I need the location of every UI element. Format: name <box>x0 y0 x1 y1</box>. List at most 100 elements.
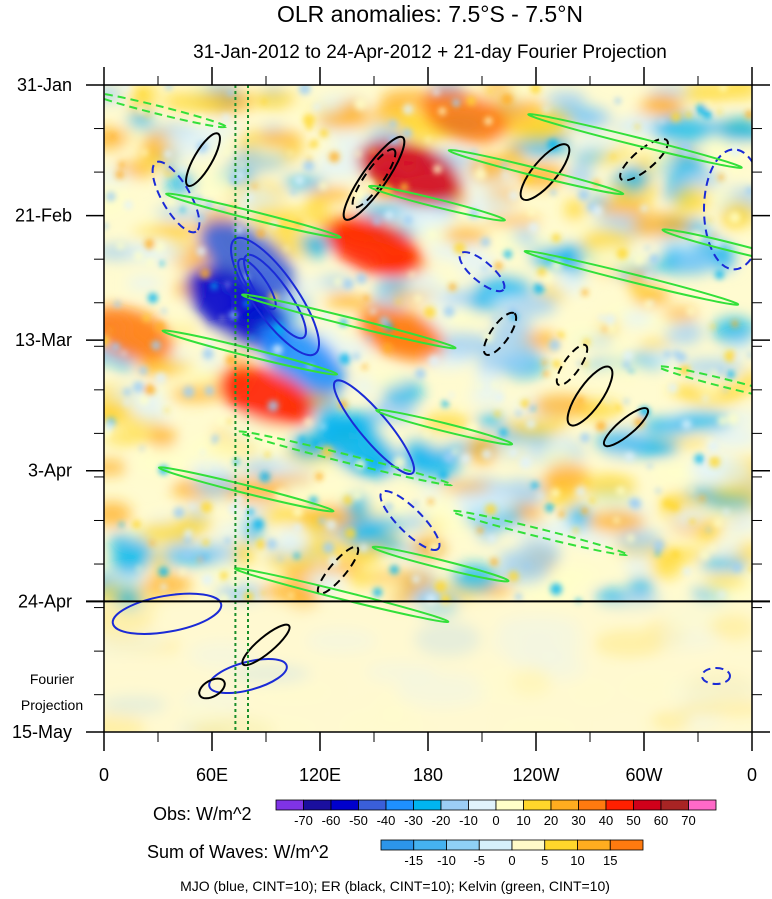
anomaly-speckle <box>541 360 548 366</box>
anomaly-blob <box>507 579 544 597</box>
anomaly-speckle <box>530 85 541 95</box>
kelvin-contour <box>451 509 628 557</box>
anomaly-speckle <box>583 481 590 487</box>
anomaly-blob <box>162 91 224 112</box>
obs-colorbar-level-label: 30 <box>571 813 585 828</box>
anomaly-speckle <box>577 396 584 404</box>
anomaly-speckle <box>228 503 240 515</box>
anomaly-speckle <box>529 405 535 411</box>
anomaly-speckle <box>537 267 548 277</box>
anomaly-blob <box>366 205 402 219</box>
obs-colorbar-level-label: 20 <box>544 813 558 828</box>
anomaly-speckle <box>354 98 367 110</box>
anomaly-blob <box>114 574 150 587</box>
anomaly-speckle <box>123 387 132 396</box>
anomaly-speckle <box>243 300 251 308</box>
anomaly-speckle <box>204 386 215 396</box>
anomaly-speckle <box>118 161 126 169</box>
anomaly-blob <box>141 573 192 597</box>
anomaly-speckle <box>367 485 372 491</box>
er-contour <box>351 148 397 209</box>
anomaly-speckle <box>624 451 635 462</box>
anomaly-blob <box>689 459 752 484</box>
anomaly-speckle <box>303 160 315 172</box>
projection-region <box>104 601 752 732</box>
wave-colorbar-swatch <box>609 839 644 851</box>
anomaly-speckle <box>234 493 244 504</box>
anomaly-blob <box>491 315 533 342</box>
obs-colorbar-level-label: 10 <box>516 813 530 828</box>
obs-colorbar-swatch <box>550 799 579 811</box>
anomaly-blob <box>703 575 748 588</box>
anomaly-blob <box>564 197 586 222</box>
anomaly-speckle <box>689 487 694 493</box>
anomaly-speckle <box>179 568 186 576</box>
anomaly-speckle <box>519 456 532 469</box>
anomaly-speckle <box>118 522 124 528</box>
y-tick-label: 13-Mar <box>15 330 72 350</box>
anomaly-blob <box>621 310 653 327</box>
anomaly-speckle <box>294 175 305 186</box>
anomaly-speckle <box>116 242 125 250</box>
anomaly-blob <box>133 226 188 238</box>
kelvin-contour <box>104 91 227 129</box>
anomaly-speckle <box>466 96 476 106</box>
anomaly-blob <box>545 90 587 107</box>
anomaly-blob <box>696 375 721 398</box>
anomaly-speckle <box>197 557 203 563</box>
mjo-contour <box>703 148 752 271</box>
anomaly-speckle <box>311 438 320 447</box>
wave-colorbar: -15 -10 -5 0 5 10 15 <box>380 839 644 868</box>
anomaly-blob <box>366 374 407 388</box>
anomaly-speckle <box>139 446 145 451</box>
anomaly-blob <box>617 529 662 551</box>
anomaly-speckle <box>577 361 583 366</box>
anomaly-speckle <box>649 253 660 265</box>
wave-colorbar-level-label: 5 <box>541 853 548 868</box>
anomaly-blob <box>402 513 428 530</box>
anomaly-speckle <box>134 251 144 261</box>
anomaly-speckle <box>149 540 155 546</box>
anomaly-speckle <box>634 124 641 130</box>
anomaly-speckle <box>290 189 297 195</box>
anomaly-blob <box>673 185 710 215</box>
anomaly-speckle <box>272 344 283 355</box>
anomaly-blob <box>483 215 542 227</box>
er-contour <box>566 365 614 427</box>
anomaly-speckle <box>104 223 109 230</box>
kelvin-contour <box>157 466 335 513</box>
anomaly-speckle <box>225 354 237 365</box>
anomaly-speckle <box>581 507 589 515</box>
anomaly-feature <box>218 366 314 426</box>
anomaly-speckle <box>146 258 154 266</box>
anomaly-blob <box>160 551 221 566</box>
anomaly-speckle <box>548 339 561 351</box>
anomaly-speckle <box>199 268 211 279</box>
x-tick-label: 0 <box>747 765 757 785</box>
mjo-contour <box>332 379 416 475</box>
anomaly-speckle <box>382 343 393 353</box>
er-contour <box>602 407 650 448</box>
anomaly-speckle <box>139 90 146 97</box>
anomaly-speckle <box>491 382 498 388</box>
anomaly-blob <box>594 588 629 604</box>
anomaly-speckle <box>515 410 522 417</box>
anomaly-speckle <box>372 587 383 597</box>
anomaly-blob <box>652 114 715 145</box>
anomaly-blob <box>104 459 127 476</box>
anomaly-speckle <box>138 394 150 406</box>
anomaly-speckle <box>640 204 648 212</box>
anomaly-speckle <box>224 148 231 156</box>
anomaly-speckle <box>434 581 447 593</box>
chart-subtitle: 31-Jan-2012 to 24-Apr-2012 + 21-day Four… <box>193 42 667 63</box>
anomaly-speckle <box>219 480 224 485</box>
anomaly-speckle <box>220 315 225 321</box>
kelvin-contour <box>661 228 752 266</box>
anomaly-speckle <box>589 497 596 504</box>
anomaly-speckle <box>579 432 591 443</box>
anomaly-speckle <box>183 535 192 544</box>
obs-colorbar-level-label: 0 <box>492 813 499 828</box>
anomaly-speckle <box>490 558 499 566</box>
anomaly-speckle <box>298 436 306 444</box>
kelvin-contour <box>233 567 450 624</box>
